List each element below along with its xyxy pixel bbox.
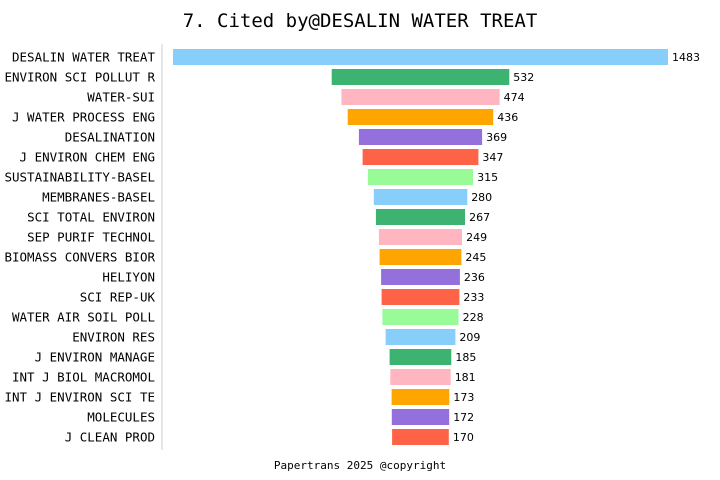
y-tick-label: INT J ENVIRON SCI TE (4, 390, 155, 405)
value-label: 474 (504, 91, 525, 104)
y-tick-label: J ENVIRON MANAGE (35, 350, 155, 365)
copyright-footer: Papertrans 2025 @copyright (273, 459, 447, 472)
value-label: 267 (469, 211, 490, 224)
bar-molecules (391, 409, 450, 425)
bars-group (173, 49, 668, 445)
value-label: 209 (459, 331, 480, 344)
y-tick-label: BIOMASS CONVERS BIOR (4, 250, 155, 265)
value-label: 436 (497, 111, 518, 124)
bar-biomass-convers-bior (379, 249, 462, 265)
value-label: 185 (455, 351, 476, 364)
value-label: 173 (453, 391, 474, 404)
value-label: 280 (471, 191, 492, 204)
y-tick-label: MOLECULES (87, 410, 155, 425)
value-label: 233 (463, 291, 484, 304)
bar-water-air-soil-poll (382, 309, 459, 325)
y-tick-label: HELIYON (102, 270, 155, 285)
y-tick-label: ENVIRON SCI POLLUT R (4, 70, 155, 85)
value-label: 1483 (672, 51, 700, 64)
bar-environ-res (385, 329, 456, 345)
value-labels-group: 1483 532 474 436 369 347 315 280 267 249 245 236 233… (453, 51, 700, 444)
bar-j-clean-prod (392, 429, 449, 445)
bar-j-environ-manage (389, 349, 452, 365)
value-label: 369 (486, 131, 507, 144)
value-label: 228 (463, 311, 484, 324)
y-tick-labels-group: DESALIN WATER TREAT ENVIRON SCI POLLUT R W… (4, 50, 155, 445)
y-tick-label: WATER-SUI (87, 90, 155, 105)
y-tick-label: J CLEAN PROD (65, 430, 155, 445)
value-label: 172 (453, 411, 474, 424)
bar-sci-rep-uk (381, 289, 460, 305)
bar-desalin-water-treat (173, 49, 668, 65)
bar-j-water-process-eng (347, 109, 494, 125)
y-tick-label: J ENVIRON CHEM ENG (20, 150, 155, 165)
y-tick-label: DESALINATION (65, 130, 155, 145)
bar-sci-total-environ (375, 209, 465, 225)
value-label: 315 (477, 171, 498, 184)
y-tick-label: SUSTAINABILITY-BASEL (4, 170, 155, 185)
y-tick-label: WATER AIR SOIL POLL (12, 310, 155, 325)
value-label: 170 (453, 431, 474, 444)
bar-water-sui (341, 89, 500, 105)
bar-desalination (358, 129, 483, 145)
y-tick-label: SCI REP-UK (80, 290, 156, 305)
bar-membranes-basel (373, 189, 468, 205)
bar-j-environ-chem-eng (362, 149, 479, 165)
value-label: 249 (466, 231, 487, 244)
y-tick-label: INT J BIOL MACROMOL (12, 370, 155, 385)
value-label: 532 (513, 71, 534, 84)
value-label: 181 (455, 371, 476, 384)
y-tick-label: J WATER PROCESS ENG (12, 110, 155, 125)
bar-int-j-biol-macromol (390, 369, 451, 385)
bar-int-j-environ-sci-te (391, 389, 450, 405)
y-tick-label: SCI TOTAL ENVIRON (27, 210, 155, 225)
value-label: 236 (464, 271, 485, 284)
bar-sustainability-basel (367, 169, 473, 185)
y-tick-label: MEMBRANES-BASEL (42, 190, 155, 205)
value-label: 347 (482, 151, 503, 164)
bar-sep-purif-technol (378, 229, 462, 245)
chart-title: 7. Cited by@DESALIN WATER TREAT (182, 10, 538, 32)
y-tick-label: SEP PURIF TECHNOL (27, 230, 155, 245)
value-label: 245 (465, 251, 486, 264)
y-tick-label: DESALIN WATER TREAT (12, 50, 155, 65)
bar-environ-sci-pollut-r (331, 69, 510, 85)
y-tick-label: ENVIRON RES (72, 330, 155, 345)
bar-heliyon (381, 269, 460, 285)
